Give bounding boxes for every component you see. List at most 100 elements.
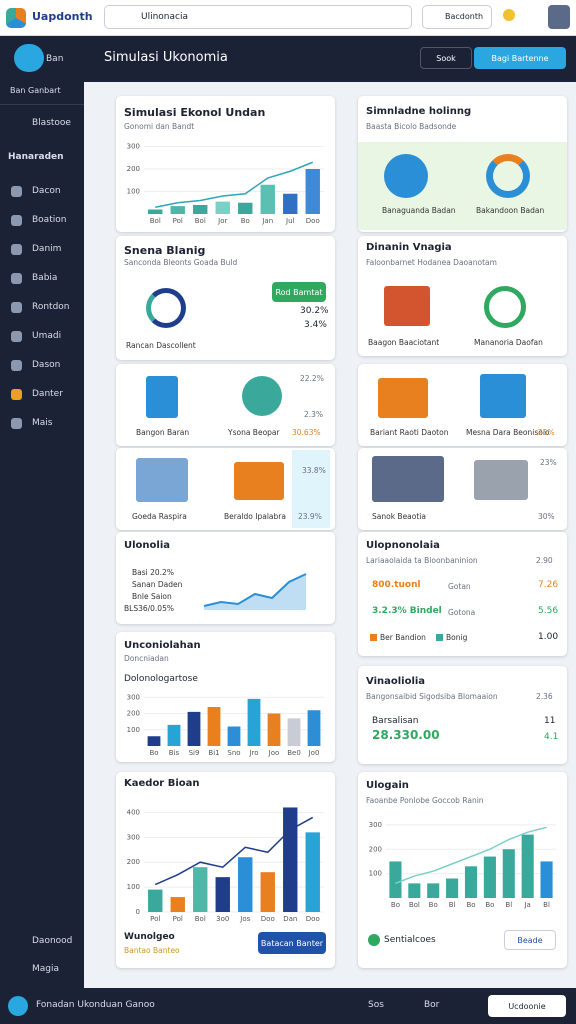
bar bbox=[148, 209, 163, 214]
button[interactable]: Batacan Banter bbox=[258, 932, 326, 954]
bar bbox=[215, 201, 230, 214]
bar bbox=[215, 877, 230, 912]
x-tick-label: Bo bbox=[241, 217, 250, 225]
y-tick-label: 400 bbox=[127, 808, 140, 816]
page-title: Simulasi Ukonomia bbox=[104, 50, 228, 65]
x-tick-label: Doo bbox=[306, 915, 320, 923]
coin-icon bbox=[503, 9, 515, 21]
button[interactable]: Bagi Bartenne bbox=[474, 47, 566, 69]
bar bbox=[283, 807, 298, 912]
highlight bbox=[292, 450, 330, 528]
bar bbox=[238, 202, 253, 214]
nav-item[interactable]: Danter bbox=[32, 389, 63, 399]
stat: 23% bbox=[540, 458, 557, 467]
button[interactable]: Sook bbox=[420, 47, 472, 69]
bar bbox=[305, 169, 320, 214]
nav-icon bbox=[11, 215, 22, 226]
footer-item[interactable]: Bor bbox=[424, 1000, 440, 1010]
x-tick-label: Bis bbox=[169, 749, 180, 757]
topbar: Uapdonth Ulinonacia Bacdonth bbox=[0, 0, 576, 36]
x-tick-label: Bo bbox=[391, 901, 400, 909]
bar bbox=[207, 707, 221, 746]
label: Beraldo Ipalabra bbox=[224, 512, 286, 521]
stat: 30.2% bbox=[300, 306, 329, 316]
account-text: Bacdonth bbox=[445, 12, 484, 21]
nav-item[interactable]: Blastooe bbox=[32, 118, 71, 128]
search-box[interactable]: Ulinonacia bbox=[104, 5, 412, 29]
legend-item: BLS36/0.05% bbox=[124, 604, 174, 613]
label: Sanok Beaotia bbox=[372, 512, 426, 521]
button[interactable]: Beade bbox=[504, 930, 556, 950]
label: Ysona Beopar bbox=[228, 428, 280, 437]
label: Bangon Baran bbox=[136, 428, 190, 437]
bar bbox=[170, 206, 185, 214]
stat: 2.90 bbox=[536, 556, 553, 565]
nav-item[interactable]: Boation bbox=[32, 215, 67, 225]
label: Barsalisan bbox=[372, 716, 419, 726]
card: Simnladne holinng Baasta Bicolo Badsonde… bbox=[358, 96, 567, 232]
brand-subtitle: Ban Ganbart bbox=[10, 86, 61, 95]
card-subtitle: Bangonsaibid Sigodsiba Blomaaion bbox=[366, 692, 498, 701]
card-title: Ulonolia bbox=[124, 540, 171, 551]
nav-item[interactable]: Danim bbox=[32, 244, 62, 254]
x-tick-label: Jul bbox=[285, 217, 295, 225]
stat: 30% bbox=[538, 512, 555, 521]
card-title: Ulogain bbox=[366, 780, 409, 791]
bar bbox=[305, 832, 320, 912]
icon bbox=[136, 458, 188, 502]
x-tick-label: Jos bbox=[239, 915, 250, 923]
nav-item[interactable]: Babia bbox=[32, 273, 58, 283]
line bbox=[395, 826, 547, 885]
nav-section: Hanaraden bbox=[8, 152, 64, 162]
footer-label: Sentialcoes bbox=[384, 935, 436, 945]
card-title: Unconiolahan bbox=[124, 640, 201, 651]
bar bbox=[167, 724, 181, 746]
line bbox=[154, 816, 314, 886]
nav-item[interactable]: Umadi bbox=[32, 331, 62, 341]
bar bbox=[408, 883, 421, 898]
logo: Uapdonth bbox=[32, 10, 93, 23]
label: Goeda Raspira bbox=[132, 512, 187, 521]
card-subtitle: Lariaaolaida ta Bloonbaninion bbox=[366, 556, 478, 565]
nav-icon bbox=[11, 331, 22, 342]
stat-name: Gotona bbox=[448, 608, 476, 617]
legend-item: Basi 20.2% bbox=[132, 568, 174, 577]
account-button[interactable]: Bacdonth bbox=[422, 5, 492, 29]
donut-icon bbox=[486, 154, 530, 198]
nav-item[interactable]: Rontdon bbox=[32, 302, 70, 312]
stat: 2.3% bbox=[304, 410, 324, 419]
card: Ulopnonolaia Lariaaolaida ta Bloonbanini… bbox=[358, 532, 567, 656]
x-tick-label: Bo bbox=[466, 901, 475, 909]
y-tick-label: 300 bbox=[127, 833, 140, 841]
x-tick-label: Dan bbox=[283, 915, 297, 923]
y-tick-label: 200 bbox=[127, 165, 140, 173]
bar bbox=[521, 834, 534, 898]
legend-item: Sanan Daden bbox=[132, 580, 183, 589]
icon bbox=[480, 374, 526, 418]
stat: 23.9% bbox=[298, 512, 322, 521]
footer-item[interactable]: Sos bbox=[368, 1000, 384, 1010]
button[interactable]: Rod Bamtat bbox=[272, 282, 326, 302]
nav-item[interactable]: Dacon bbox=[32, 186, 61, 196]
bar bbox=[260, 872, 275, 912]
card-title: Kaedor Bioan bbox=[124, 778, 200, 789]
x-tick-label: Be0 bbox=[287, 749, 301, 757]
avatar[interactable] bbox=[548, 5, 570, 29]
note: Wunolgeo bbox=[124, 932, 175, 942]
y-tick-label: 300 bbox=[127, 143, 140, 151]
card-title: Dinanin Vnagia bbox=[366, 242, 452, 253]
nav-item[interactable]: Dason bbox=[32, 360, 61, 370]
brand: Ban bbox=[46, 54, 64, 64]
stat: 33.8% bbox=[302, 466, 326, 475]
button[interactable]: Ucdoonie bbox=[488, 995, 566, 1017]
label: Bakandoon Badan bbox=[476, 206, 545, 215]
nav-item[interactable]: Mais bbox=[32, 418, 53, 428]
icon bbox=[372, 456, 444, 502]
divider bbox=[0, 104, 84, 105]
nav-item[interactable]: Magia bbox=[32, 964, 60, 974]
nav-icon bbox=[11, 360, 22, 371]
label: Mesna Dara Beonisolo bbox=[466, 428, 550, 437]
icon bbox=[378, 378, 428, 418]
nav-item[interactable]: Daonood bbox=[32, 936, 73, 946]
